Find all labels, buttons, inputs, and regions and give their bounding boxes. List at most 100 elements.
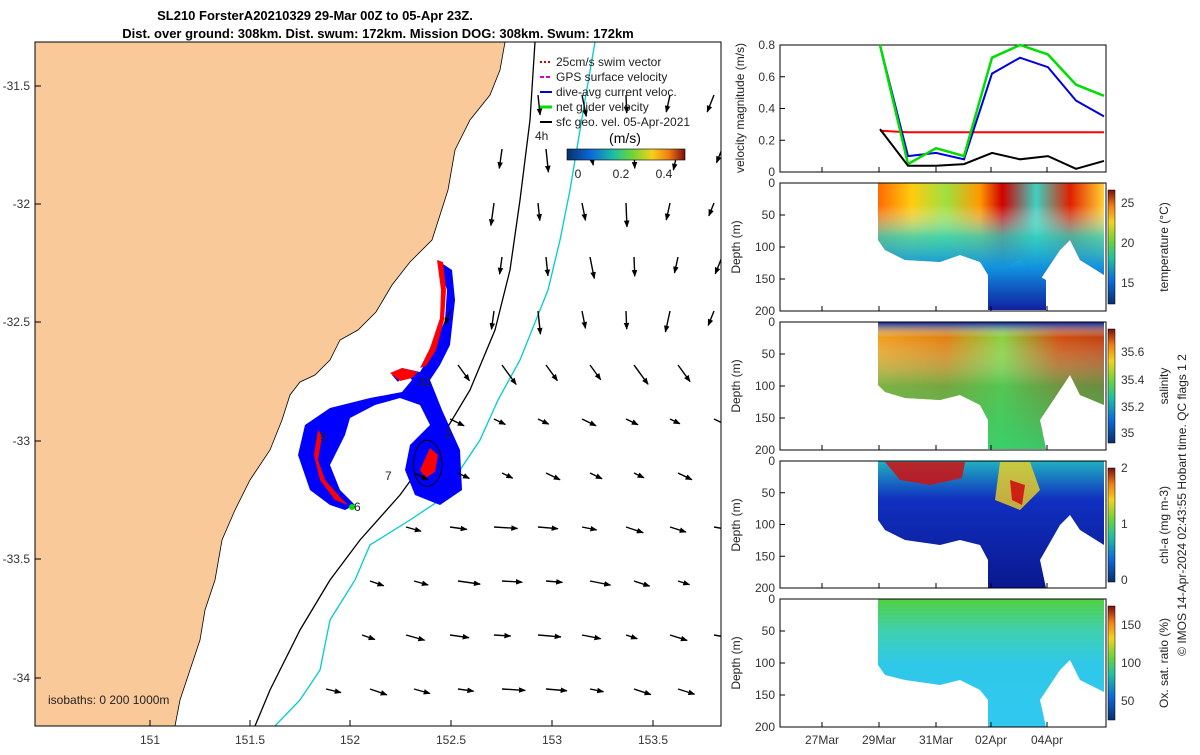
current-arrow — [536, 202, 542, 222]
current-arrow — [493, 418, 507, 426]
current-arrow — [489, 310, 496, 331]
salinity-cbtick: 35 — [1121, 426, 1135, 440]
current-arrow — [589, 580, 612, 587]
depth-tick-label: 100 — [755, 379, 775, 393]
lon-tick-label: 152 — [340, 733, 360, 747]
current-arrow — [537, 525, 559, 531]
chla-cbtick: 1 — [1121, 517, 1128, 531]
current-arrow — [625, 418, 639, 426]
oxygen-cbtick: 50 — [1121, 694, 1135, 708]
depth-tick-label: 0 — [768, 315, 775, 329]
current-arrow — [545, 579, 564, 585]
depth-tick-label: 150 — [755, 549, 775, 563]
depth-tick-label: 100 — [755, 518, 775, 532]
time-tick-label: 04Apr — [1031, 733, 1063, 747]
salinity-cbtick: 35.6 — [1121, 345, 1145, 359]
lat-tick-label: -31.5 — [3, 79, 31, 93]
depth-tick-label: 200 — [755, 443, 775, 457]
current-arrow — [669, 634, 688, 642]
current-arrow — [457, 364, 470, 382]
current-arrow — [664, 310, 671, 333]
velocity-series-line — [879, 128, 1105, 170]
current-arrow — [664, 94, 671, 113]
salinity-ylabel: Depth (m) — [729, 359, 743, 412]
isobath-label: isobaths: 0 200 1000m — [48, 693, 169, 707]
current-arrow — [673, 256, 679, 274]
lon-tick-label: 151 — [140, 733, 160, 747]
current-arrow — [369, 580, 385, 587]
lat-tick-label: -32 — [13, 197, 31, 211]
oxygen-cblabel: Ox. sat. ratio (%) — [1157, 618, 1171, 708]
chla-ylabel: Depth (m) — [729, 498, 743, 551]
temperature-cbtick: 25 — [1121, 196, 1135, 210]
depth-tick-label: 200 — [755, 720, 775, 734]
depth-tick-label: 150 — [755, 411, 775, 425]
current-arrow — [457, 687, 475, 694]
current-arrow — [413, 580, 429, 586]
current-arrow — [369, 688, 388, 696]
depth-tick-label: 50 — [762, 624, 776, 638]
glider-track — [298, 260, 462, 510]
legend-gps-velocity: GPS surface velocity — [540, 70, 667, 84]
current-arrow — [501, 687, 526, 693]
lon-tick-label: 151.5 — [235, 733, 265, 747]
current-arrow — [631, 256, 638, 277]
velocity-panel: 0 0.2 0.4 0.6 0.8 velocity magnitude (m/s) — [733, 38, 1107, 179]
depth-tick-label: 50 — [762, 347, 776, 361]
current-arrow — [589, 472, 603, 480]
current-arrow — [497, 148, 503, 170]
lon-tick-label: 153 — [542, 733, 562, 747]
lon-tick-label: 152.5 — [436, 733, 466, 747]
legend-swim-vector-label: 25cm/s swim vector — [556, 55, 661, 69]
current-arrow — [361, 634, 376, 641]
current-arrow — [544, 256, 551, 277]
depth-tick-label: 150 — [755, 688, 775, 702]
velocity-ytick-label: 0 — [768, 165, 775, 179]
salinity-panel: Depth (m) 35 35.2 35.4 35.6 salinity — [729, 321, 1171, 451]
current-arrow — [623, 310, 630, 330]
current-arrow — [325, 688, 342, 694]
current-arrow — [497, 256, 504, 275]
current-arrow — [706, 94, 715, 113]
current-arrow — [449, 418, 465, 427]
current-arrow — [405, 526, 422, 533]
footer-credit: © IMOS 14-Apr-2024 02:43:55 Hobart time.… — [1175, 354, 1189, 656]
current-arrow — [493, 525, 519, 531]
temperature-colorbar — [1107, 189, 1116, 305]
colorbar-tick: 0.2 — [613, 167, 630, 181]
title-line2: Dist. over ground: 308km. Dist. swum: 17… — [122, 26, 634, 41]
oxygen-panel: Depth (m) 50 100 150 Ox. sat. ratio (%) — [729, 598, 1171, 728]
lat-tick-label: -34 — [13, 671, 31, 685]
current-arrow — [413, 472, 429, 481]
velocity-ylabel: velocity magnitude (m/s) — [733, 43, 747, 173]
current-arrow — [413, 688, 431, 695]
depth-tick-label: 100 — [755, 656, 775, 670]
current-arrow — [625, 634, 638, 640]
depth-tick-label: 50 — [762, 486, 776, 500]
colorbar-tick: 0.4 — [656, 167, 673, 181]
current-arrow — [581, 310, 587, 329]
current-arrow — [581, 202, 587, 222]
velocity-series-line — [879, 129, 1104, 134]
depth-tick-label: 200 — [755, 581, 775, 595]
chla-cbtick: 2 — [1121, 461, 1128, 475]
current-arrow — [544, 148, 551, 173]
velocity-ytick-label: 0.6 — [758, 70, 775, 84]
depth-tick-label: 150 — [755, 272, 775, 286]
map-axis-ticks: 151 151.5 152 152.5 153 153.5 -31.5 -32 -32.5 -33… — [3, 79, 669, 747]
oxygen-cbtick: 100 — [1121, 656, 1141, 670]
depth-tick-label: 50 — [762, 208, 776, 222]
time-tick-label: 27Mar — [805, 733, 839, 747]
depth-tick-label: 0 — [768, 592, 775, 606]
current-arrow — [715, 149, 721, 164]
temperature-panel: Depth (m) 15 20 25 temperature (°C) — [729, 182, 1171, 312]
current-arrow — [625, 526, 644, 534]
salinity-cbtick: 35.4 — [1121, 373, 1145, 387]
current-arrow — [708, 202, 715, 217]
current-arrow — [623, 94, 630, 114]
lon-tick-label: 153.5 — [638, 733, 668, 747]
legend-sfc-geo-label: sfc geo. vel. 05-Apr-2021 — [556, 115, 690, 129]
depth-tick-label: 0 — [768, 454, 775, 468]
land — [35, 42, 506, 726]
